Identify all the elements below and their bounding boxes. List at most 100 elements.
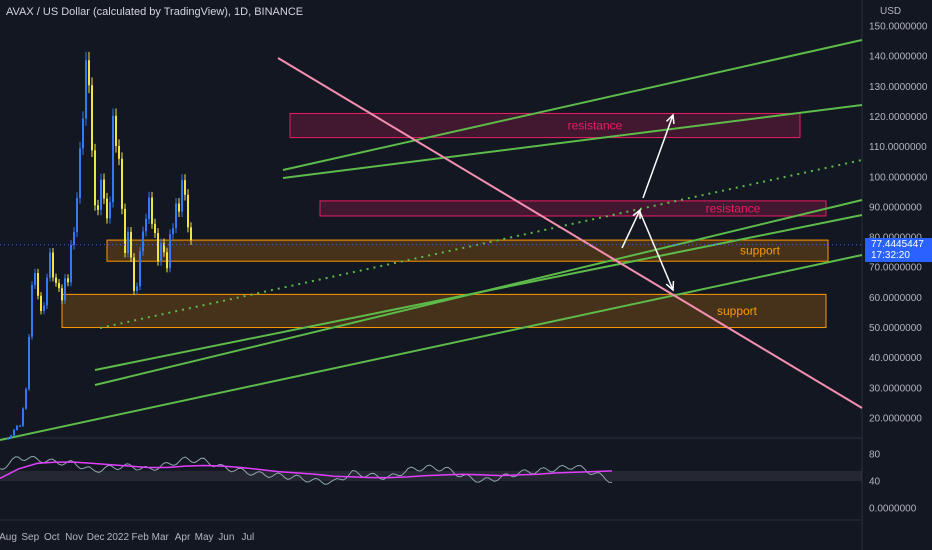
time-tick-label: Jul bbox=[242, 532, 255, 543]
projection-arrow bbox=[642, 114, 674, 199]
candle-body bbox=[154, 223, 156, 233]
candle-body bbox=[151, 197, 153, 224]
price-tick-label: 140.0000000 bbox=[869, 52, 928, 63]
candle-body bbox=[10, 435, 12, 439]
candle-body bbox=[160, 243, 162, 262]
projection-arrow bbox=[639, 211, 674, 291]
channel-line bbox=[282, 39, 863, 171]
channel-line bbox=[0, 254, 863, 441]
candle-body bbox=[142, 231, 144, 252]
rsi-tick-label: 40 bbox=[869, 477, 881, 488]
zone-label: resistance bbox=[706, 201, 761, 215]
candle-body bbox=[127, 231, 129, 254]
price-tick-label: 20.0000000 bbox=[869, 414, 922, 425]
rsi-ma-line bbox=[0, 461, 613, 479]
price-tick-label: 90.0000000 bbox=[869, 202, 922, 213]
candle-body bbox=[139, 251, 141, 287]
candle-body bbox=[94, 150, 96, 206]
zone-label: resistance bbox=[568, 119, 623, 133]
candle-body bbox=[169, 234, 171, 269]
candle-body bbox=[148, 197, 150, 219]
candle-body bbox=[19, 425, 21, 427]
candle-body bbox=[82, 118, 84, 149]
price-tick-label: 150.0000000 bbox=[869, 22, 928, 33]
candle-body bbox=[115, 115, 117, 146]
zone-label: support bbox=[740, 244, 781, 258]
candle-body bbox=[184, 180, 186, 195]
rsi-tick-label: 0.0000000 bbox=[869, 504, 917, 515]
price-tick-label: 110.0000000 bbox=[869, 142, 927, 153]
candle-body bbox=[70, 244, 72, 283]
time-tick-label: Feb bbox=[132, 532, 150, 543]
candle-body bbox=[100, 179, 102, 210]
candle-body bbox=[76, 197, 78, 233]
candle-body bbox=[91, 85, 93, 151]
time-tick-label: Jun bbox=[218, 532, 234, 543]
candle-body bbox=[172, 228, 174, 235]
candle-body bbox=[175, 203, 177, 229]
candle-body bbox=[124, 208, 126, 254]
time-tick-label: 2022 bbox=[107, 532, 130, 543]
candle-body bbox=[79, 148, 81, 198]
candle-body bbox=[7, 438, 9, 440]
rsi-tick-label: 80 bbox=[869, 450, 881, 461]
candle-body bbox=[157, 232, 159, 262]
time-tick-label: Aug bbox=[0, 532, 17, 543]
price-tick-label: 130.0000000 bbox=[869, 82, 928, 93]
candle-body bbox=[43, 305, 45, 312]
arrowhead bbox=[666, 113, 675, 125]
price-tick-label: 100.0000000 bbox=[869, 172, 928, 183]
candle-body bbox=[136, 286, 138, 291]
last-price-countdown: 17:32:20 bbox=[871, 250, 910, 261]
candle-body bbox=[103, 179, 105, 199]
zone-label: support bbox=[717, 304, 758, 318]
projection-arrow bbox=[621, 209, 641, 249]
candle-body bbox=[145, 218, 147, 232]
candle-body bbox=[85, 60, 87, 119]
candle-body bbox=[178, 203, 180, 212]
candle-body bbox=[28, 336, 30, 390]
candle-body bbox=[40, 295, 42, 312]
time-tick-label: Nov bbox=[65, 532, 83, 543]
channel-line bbox=[94, 214, 863, 371]
time-tick-label: Mar bbox=[152, 532, 170, 543]
candle-body bbox=[64, 278, 66, 301]
candle-body bbox=[49, 252, 51, 278]
candle-body bbox=[97, 205, 99, 210]
downtrend-line bbox=[277, 57, 863, 409]
time-tick-label: Oct bbox=[44, 532, 60, 543]
candle-body bbox=[34, 273, 36, 286]
candle-body bbox=[133, 257, 135, 291]
last-price-tag: 77.4445447 17:32:20 bbox=[865, 238, 932, 262]
price-tick-label: 60.0000000 bbox=[869, 293, 922, 304]
candle-body bbox=[22, 408, 24, 426]
candle-body bbox=[55, 277, 57, 283]
candle-body bbox=[67, 278, 69, 283]
price-tick-label: 120.0000000 bbox=[869, 112, 928, 123]
channel-line bbox=[282, 104, 863, 179]
time-tick-label: Dec bbox=[87, 532, 105, 543]
zone-resistance bbox=[289, 112, 801, 139]
candle-body bbox=[52, 252, 54, 278]
currency-label: USD bbox=[880, 6, 902, 17]
zone-support bbox=[106, 239, 829, 262]
candle-body bbox=[190, 227, 192, 241]
candle-body bbox=[73, 232, 75, 245]
candle-body bbox=[121, 158, 123, 209]
candle-body bbox=[37, 273, 39, 296]
candle-body bbox=[166, 252, 168, 269]
last-price-value: 77.4445447 bbox=[871, 239, 924, 250]
chart-title: AVAX / US Dollar (calculated by TradingV… bbox=[6, 6, 304, 18]
candle-body bbox=[187, 194, 189, 228]
time-tick-label: Apr bbox=[175, 532, 191, 543]
candle-body bbox=[25, 389, 27, 409]
price-tick-label: 30.0000000 bbox=[869, 383, 922, 394]
candle-body bbox=[88, 60, 90, 86]
candle-body bbox=[130, 231, 132, 258]
candle-body bbox=[106, 198, 108, 219]
time-tick-label: Sep bbox=[21, 532, 39, 543]
candle-body bbox=[31, 285, 33, 337]
price-tick-label: 50.0000000 bbox=[869, 323, 922, 334]
candle-body bbox=[112, 115, 114, 203]
